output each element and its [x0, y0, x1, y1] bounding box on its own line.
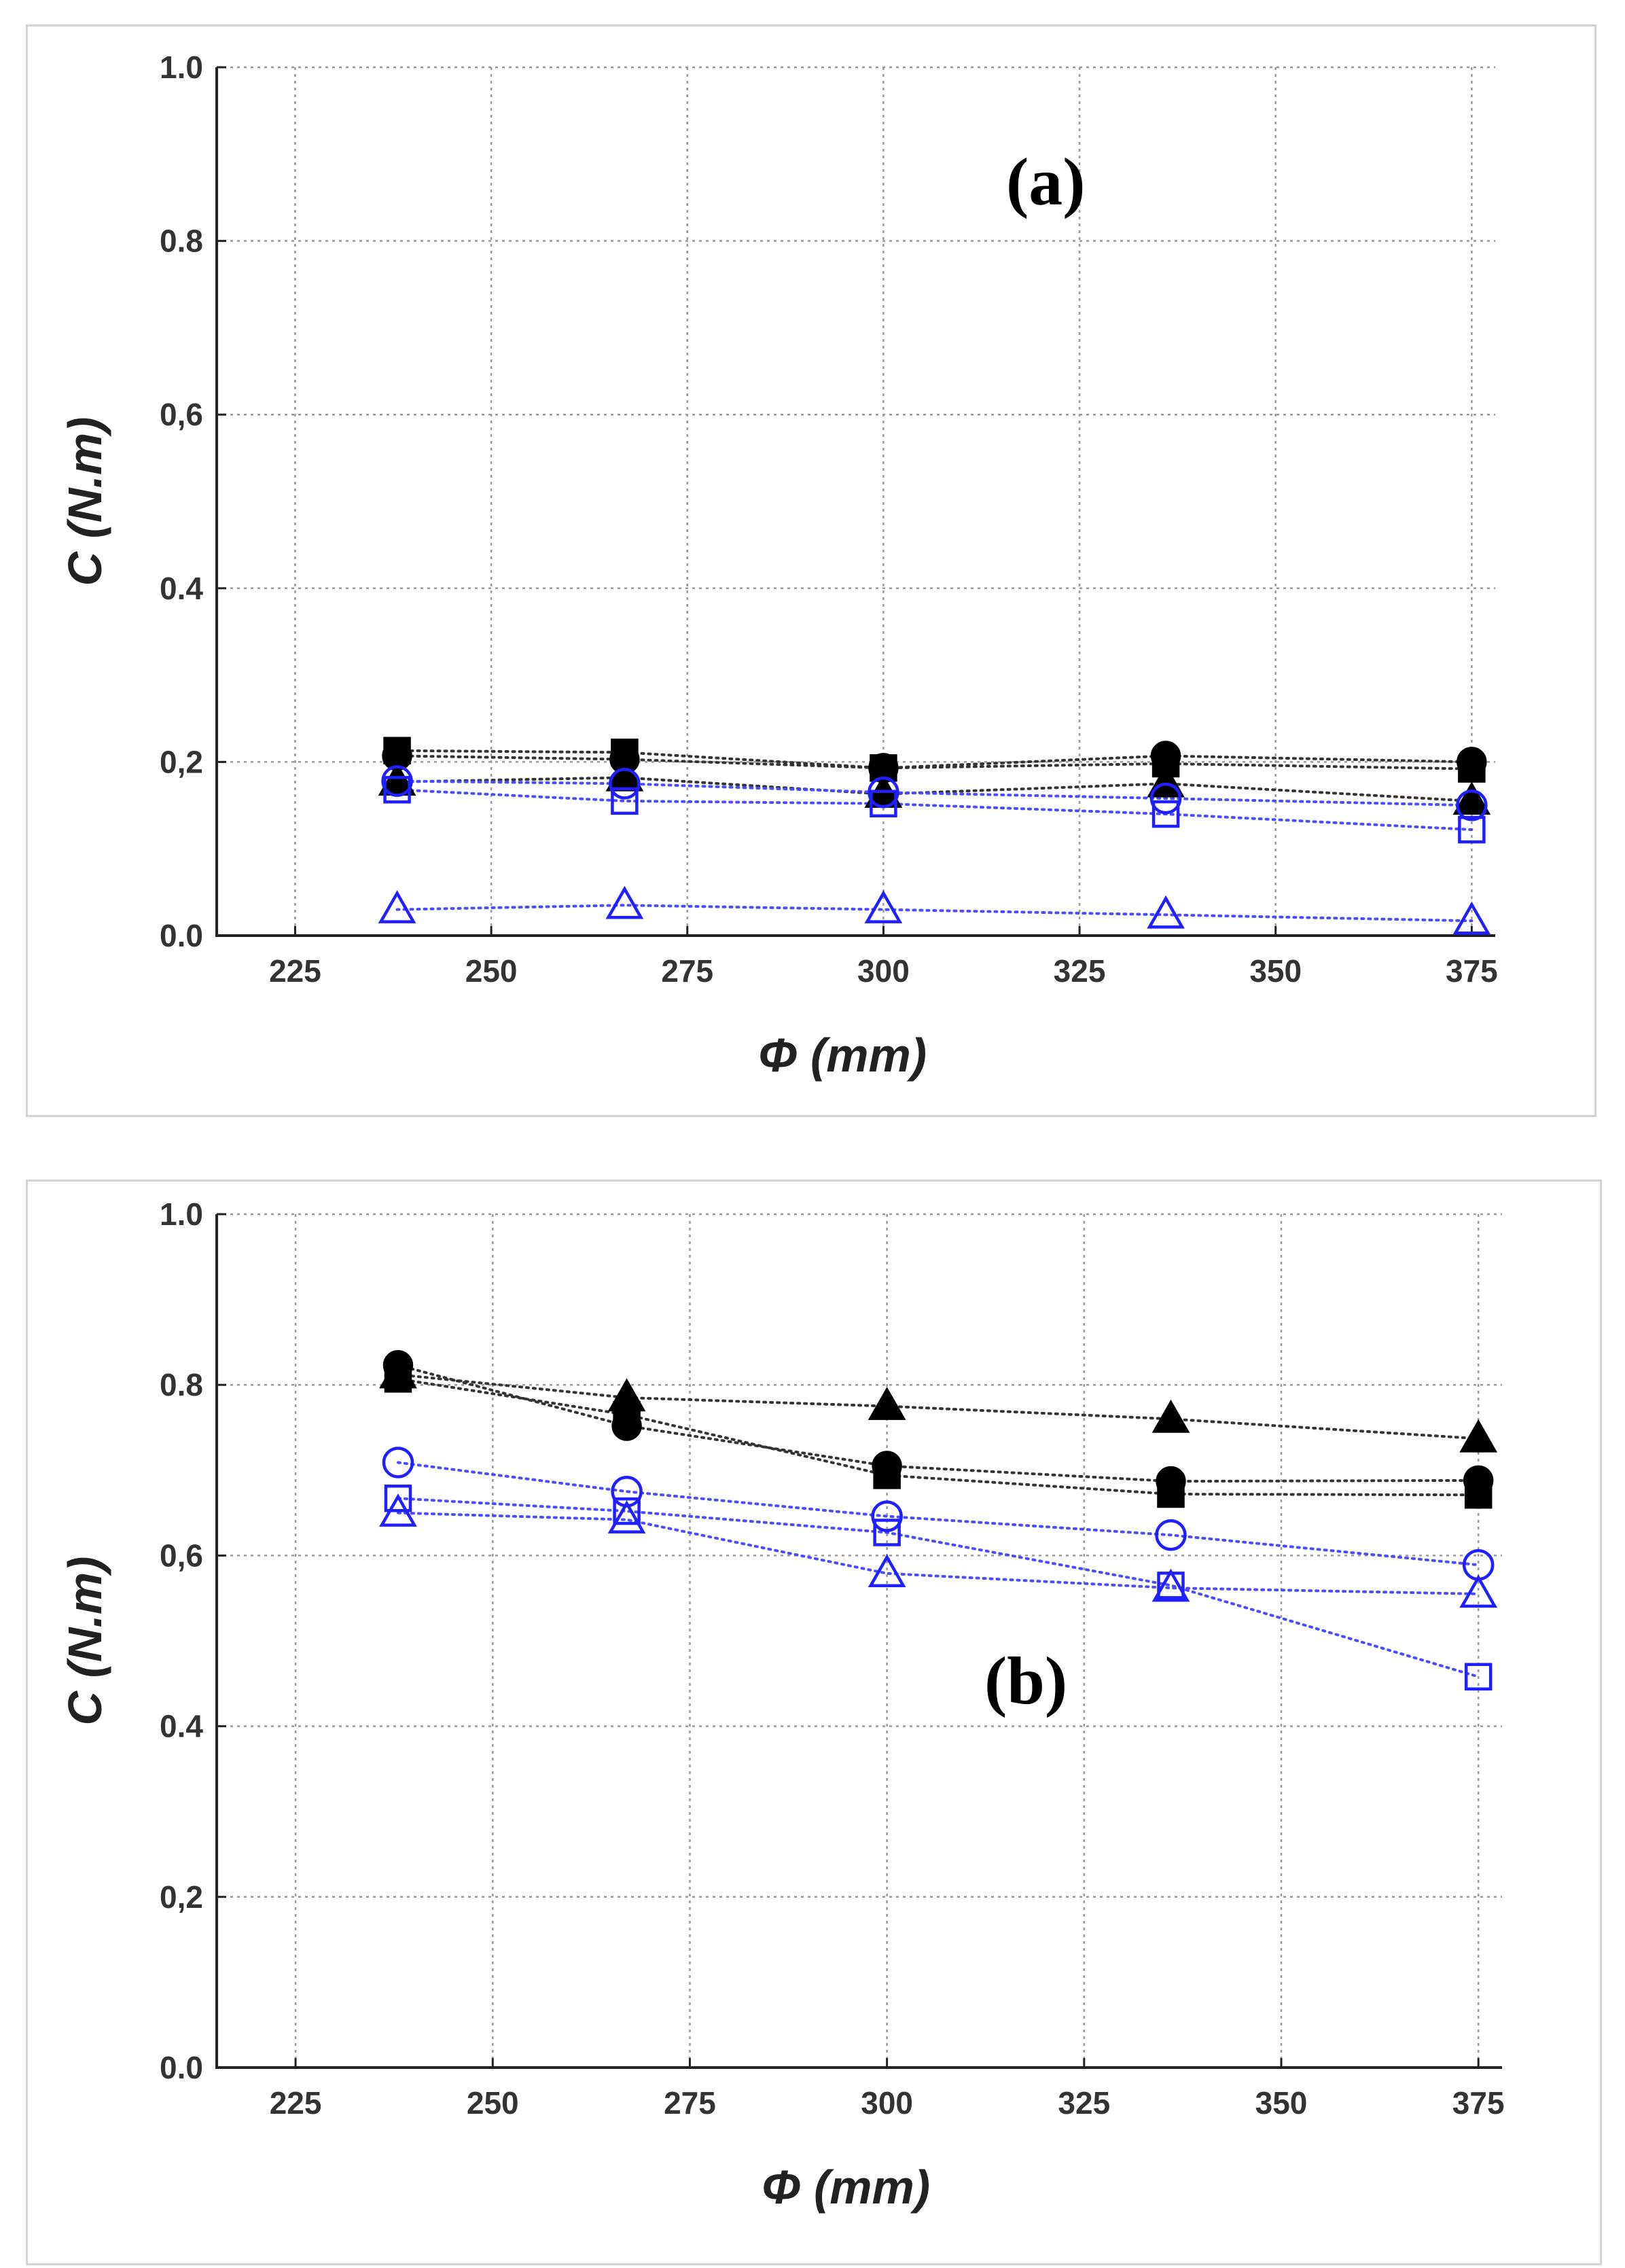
x-tick-label: 225 [269, 953, 321, 989]
chart-panel-b: 225 250 275 300 325 350 375 0.0 0,2 0.4 0,6 0.8 1.0 Φ… [26, 1180, 1602, 2265]
y-tick-label: 0,2 [160, 1879, 203, 1915]
data-point-open-triangle [607, 1500, 646, 1534]
data-point-filled-triangle [379, 1355, 417, 1389]
data-point-filled-triangle [1147, 764, 1185, 798]
data-point-open-square [1464, 1663, 1493, 1691]
x-tick-label: 275 [661, 953, 713, 989]
data-point-open-square [384, 1484, 412, 1512]
y-tick-label: 0.4 [160, 1709, 203, 1744]
x-axis-title: Φ (mm) [762, 2161, 930, 2214]
series-line-filled-circle [395, 754, 1474, 770]
y-tick-label: 0,6 [160, 1538, 203, 1573]
x-tick-label: 375 [1446, 953, 1498, 989]
data-point-open-square [1458, 815, 1486, 844]
axes-frame [215, 1214, 1502, 2069]
data-point-open-square [611, 787, 639, 815]
data-point-open-triangle [379, 1493, 417, 1527]
data-point-open-circle [1155, 1519, 1187, 1551]
series-line-open-triangle [396, 1511, 1480, 1595]
x-tick-label: 300 [857, 953, 910, 989]
x-tick-label: 350 [1255, 2085, 1308, 2121]
data-point-open-circle [871, 1500, 903, 1532]
data-point-open-triangle [868, 1554, 906, 1588]
data-point-open-square [873, 1519, 901, 1546]
x-tick-label: 325 [1058, 2085, 1110, 2121]
data-point-open-circle [382, 1447, 414, 1478]
series-line-open-circle [395, 779, 1474, 807]
data-point-filled-triangle [607, 1378, 646, 1412]
y-tick-label: 0,2 [160, 744, 203, 779]
data-point-filled-triangle [1459, 1419, 1498, 1453]
data-point-open-square [613, 1497, 641, 1525]
axes-frame [215, 67, 1495, 937]
x-tick-label: 225 [270, 2085, 322, 2121]
data-point-filled-square [1157, 1480, 1185, 1508]
chart-a-svg: 225 250 275 300 325 350 375 0.0 0,2 0.4 0,6 0.8 1.0 Φ… [58, 50, 1498, 1082]
data-point-filled-triangle [1151, 1399, 1190, 1433]
y-tick-label: 0.8 [160, 224, 203, 259]
data-point-open-triangle [1459, 1574, 1498, 1608]
y-tick-label: 1.0 [160, 50, 203, 85]
panel-label-b: (b) [984, 1643, 1067, 1718]
data-point-filled-square [1464, 1481, 1493, 1509]
data-point-open-circle [1456, 790, 1488, 821]
y-tick-label: 0.8 [160, 1367, 203, 1402]
x-tick-label: 250 [465, 953, 518, 989]
chart-panel-a: 225 250 275 300 325 350 375 0.0 0,2 0.4 0,6 0.8 1.0 Φ… [26, 24, 1596, 1117]
y-tick-label: 1.0 [160, 1197, 203, 1232]
y-tick-label: 0.0 [160, 2050, 203, 2085]
data-point-open-triangle [1147, 895, 1185, 929]
data-point-filled-triangle [1452, 781, 1491, 815]
y-axis-title: C (N.m) [58, 1557, 111, 1726]
x-tick-label: 250 [467, 2085, 519, 2121]
data-point-open-square [1151, 800, 1180, 828]
panel-label-a: (a) [1006, 144, 1086, 219]
x-tick-label: 350 [1249, 953, 1302, 989]
data-point-open-circle [381, 765, 413, 797]
series-line-open-square [396, 1497, 1480, 1678]
data-point-filled-circle [1457, 747, 1487, 777]
data-point-open-square [870, 790, 897, 817]
series-line-filled-circle [396, 1364, 1480, 1483]
y-axis-title: C (N.m) [58, 417, 111, 586]
series-line-filled-square [395, 749, 1474, 770]
data-point-filled-square [873, 1461, 901, 1489]
chart-b-svg: 225 250 275 300 325 350 375 0.0 0,2 0.4 0,6 0.8 1.0 Φ… [58, 1197, 1505, 2214]
data-point-open-triangle [864, 890, 903, 923]
data-point-open-circle [1149, 782, 1182, 815]
series-line-open-circle [396, 1461, 1480, 1567]
x-tick-label: 300 [861, 2085, 913, 2121]
x-tick-label: 275 [664, 2085, 716, 2121]
y-tick-label: 0.4 [160, 571, 203, 606]
x-axis-title: Φ (mm) [758, 1029, 927, 1082]
series-line-open-square [395, 788, 1474, 832]
series-line-open-triangle [395, 904, 1474, 923]
y-tick-label: 0,6 [160, 397, 203, 432]
data-point-open-triangle [1151, 1568, 1190, 1602]
y-tick-label: 0.0 [160, 918, 203, 953]
series-line-filled-triangle [395, 776, 1474, 802]
data-point-open-circle [609, 768, 641, 800]
data-point-open-triangle [605, 885, 644, 919]
series-line-filled-square [396, 1377, 1480, 1497]
data-point-open-triangle [378, 890, 416, 923]
data-point-open-square [383, 776, 411, 804]
data-point-open-triangle [1452, 901, 1491, 935]
data-point-filled-triangle [868, 1387, 906, 1420]
x-tick-label: 325 [1054, 953, 1106, 989]
data-point-open-circle [868, 776, 899, 809]
x-tick-label: 375 [1452, 2085, 1505, 2121]
